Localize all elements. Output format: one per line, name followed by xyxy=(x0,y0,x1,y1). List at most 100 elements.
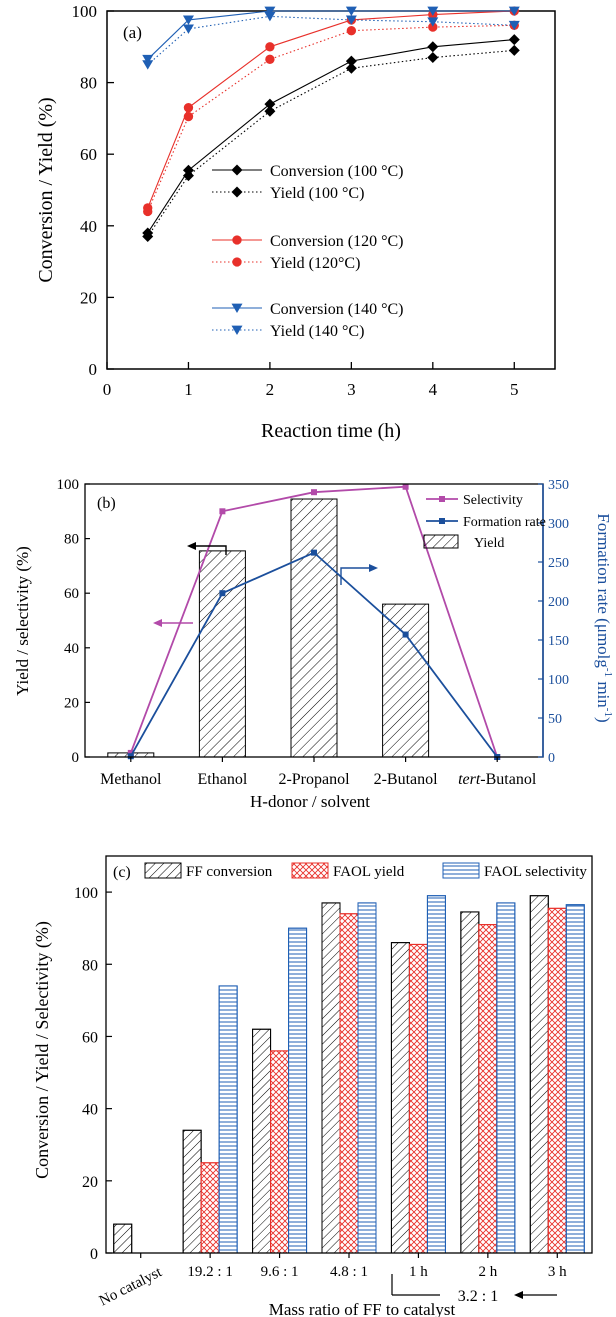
legend-swatch xyxy=(291,862,329,879)
bar xyxy=(547,907,567,1254)
bar xyxy=(200,1162,220,1254)
bar xyxy=(252,1028,272,1254)
y2-tick-label: 50 xyxy=(548,712,562,727)
data-point xyxy=(345,15,357,25)
data-point xyxy=(264,98,276,110)
bar xyxy=(182,1129,202,1254)
panel-b-y2-ticks: 0 50 100 150 200 250 300 350 xyxy=(538,478,569,766)
legend-label: FF conversion xyxy=(186,864,273,880)
panel-a-y-ticks: 0 20 40 60 80 100 xyxy=(72,2,114,379)
legend-marker xyxy=(231,164,243,176)
legend-swatch xyxy=(423,534,459,549)
data-point xyxy=(346,26,357,36)
legend-label: Yield xyxy=(474,536,504,551)
data-point xyxy=(219,590,226,597)
data-point xyxy=(265,54,275,65)
legend-swatch xyxy=(144,862,182,879)
y2-tick-label: 350 xyxy=(548,478,569,493)
x-tick-label: 4 xyxy=(429,380,438,399)
panel-b-combo-chart: (b) Methanol Ethanol 2-Propanol 2-Butanol te… xyxy=(13,477,614,811)
panel-b-right-axis-arrow xyxy=(340,567,369,585)
legend-label: Conversion (120 °C) xyxy=(270,233,404,250)
bar xyxy=(496,902,516,1254)
x-tick-label: 1 xyxy=(184,380,193,399)
panel-a-x-ticks: 0 1 2 3 4 5 xyxy=(103,362,519,399)
data-point xyxy=(183,102,194,113)
y-tick-label: 80 xyxy=(64,532,79,548)
arrowhead-icon xyxy=(369,564,378,572)
panel-a-line-chart: (a) 0 1 2 3 4 5 0 20 40 60 80 100 Conversion (100 … xyxy=(35,2,556,442)
data-point xyxy=(182,170,194,182)
data-point xyxy=(427,52,439,64)
panel-a-label: (a) xyxy=(123,23,142,42)
arrowhead-icon xyxy=(153,619,162,627)
bar xyxy=(357,902,377,1254)
data-point xyxy=(142,54,154,65)
bar xyxy=(408,943,428,1254)
data-point xyxy=(142,231,154,243)
panel-c-grouped-bar-chart: (c) No catalyst 19.2 : 1 9.6 : 1 4.8 : 1 1 h… xyxy=(32,855,593,1317)
panel-a-x-axis-label: Reaction time (h) xyxy=(261,420,401,442)
data-point xyxy=(311,549,317,556)
y2-tick-label: 150 xyxy=(548,634,569,649)
data-point xyxy=(345,6,357,16)
bar xyxy=(218,985,238,1254)
yield-bar xyxy=(382,603,430,758)
x-tick-label: 19.2 : 1 xyxy=(187,1264,232,1280)
data-point xyxy=(508,44,520,56)
data-point xyxy=(264,6,276,16)
y-tick-label: 40 xyxy=(82,1102,98,1119)
x-tick-label: tert-Butanol xyxy=(458,771,537,788)
panel-b-x-axis-label: H-donor / solvent xyxy=(250,792,370,811)
y2-tick-label: 200 xyxy=(548,595,569,610)
data-point xyxy=(265,42,275,52)
y-tick-label: 80 xyxy=(80,74,97,93)
y-tick-label: 20 xyxy=(82,1174,98,1191)
series-line xyxy=(147,10,515,209)
y-tick-label: 20 xyxy=(64,695,79,711)
data-point xyxy=(264,105,276,117)
y-tick-label: 100 xyxy=(72,2,98,21)
bar xyxy=(390,942,410,1254)
bar xyxy=(321,902,341,1254)
panel-b-legend: Selectivity Formation rate Yield xyxy=(423,493,546,551)
panel-c-label: (c) xyxy=(113,864,131,881)
legend-label: Conversion (100 °C) xyxy=(270,163,404,180)
legend-label: Yield (120°C) xyxy=(270,255,360,272)
x-tick-label: 9.6 : 1 xyxy=(261,1264,299,1280)
y-tick-label: 0 xyxy=(89,360,98,379)
legend-label: Yield (140 °C) xyxy=(270,323,364,340)
data-point xyxy=(508,20,520,31)
y2-tick-label: 0 xyxy=(548,751,555,766)
x-tick-label-italic: tert xyxy=(458,771,481,788)
y-tick-label: 100 xyxy=(74,885,98,902)
series-line xyxy=(147,24,515,212)
legend-label: Yield (100 °C) xyxy=(270,185,364,202)
panel-c-y-ticks: 0 20 40 60 80 100 xyxy=(74,885,112,1263)
panel-b-line-series xyxy=(127,483,501,760)
x-tick-label: Ethanol xyxy=(198,771,248,788)
bar xyxy=(565,904,585,1254)
arrowhead-icon xyxy=(187,542,196,550)
x-tick-label: 2 h xyxy=(478,1264,497,1280)
y-tick-label: 20 xyxy=(80,288,97,307)
data-point xyxy=(345,55,357,67)
panel-a-legend: Conversion (100 °C) Yield (100 °C) Convers… xyxy=(212,163,404,340)
bar xyxy=(478,924,498,1254)
bar xyxy=(339,913,359,1254)
y-tick-label: 40 xyxy=(64,641,79,657)
x-tick-label: 1 h xyxy=(409,1264,428,1280)
x-tick-label: 2-Butanol xyxy=(374,771,439,788)
y-tick-label: 0 xyxy=(72,750,80,766)
x-tick-label: 3 xyxy=(347,380,356,399)
data-point xyxy=(182,15,194,25)
panel-b-y-ticks: 0 20 40 60 80 100 xyxy=(57,477,90,766)
series-line xyxy=(147,39,515,234)
series-line xyxy=(147,49,515,237)
data-point xyxy=(183,111,194,122)
data-point xyxy=(345,62,357,74)
legend-marker xyxy=(439,518,445,524)
bar xyxy=(529,895,549,1254)
data-point xyxy=(127,753,134,760)
